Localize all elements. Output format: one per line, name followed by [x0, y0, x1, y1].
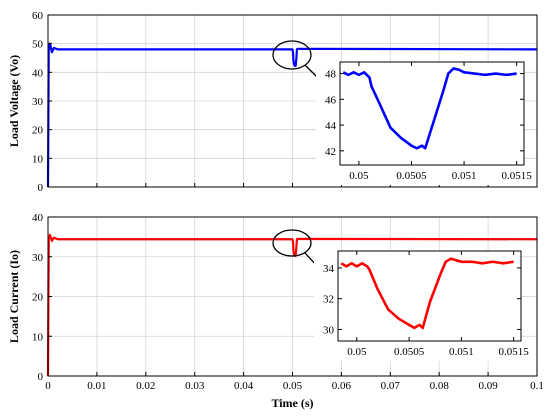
inset-xlabel-bg [316, 165, 530, 185]
inset-series-line [342, 67, 517, 150]
inset-x-tick-label: 0.051 [452, 170, 477, 182]
y-tick-label: 10 [32, 153, 44, 165]
inset-y-tick-label: 44 [325, 120, 337, 132]
inset-series-line [340, 257, 514, 330]
y-tick-label: 30 [32, 96, 44, 108]
x-tick-label: 0.05 [283, 380, 303, 392]
zoom-ellipse [272, 40, 312, 70]
inset-x-tick-label: 0.0515 [499, 346, 530, 358]
inset-x-tick-label: 0.05 [349, 170, 369, 182]
y-tick-label: 40 [32, 67, 44, 79]
y-axis-label: Load Current (Io) [7, 250, 21, 343]
inset-y-tick-label: 42 [325, 146, 336, 158]
inset-ylabel-bg [316, 60, 340, 167]
y-tick-label: 40 [32, 212, 44, 224]
x-tick-label: 0.06 [332, 380, 352, 392]
inset-ylabel-bg [314, 249, 338, 343]
x-tick-label: 0.03 [185, 380, 205, 392]
x-tick-label: 0.1 [530, 380, 544, 392]
inset-y-tick-label: 46 [325, 94, 337, 106]
chart-panel-2: 0 10 20 30 40 0 0.01 0.02 0.03 0.04 0.05 0.06 0.07 0.… [7, 212, 544, 410]
series-line [46, 42, 538, 188]
x-tick-label: 0.01 [87, 380, 106, 392]
inset-y-tick-label: 34 [323, 263, 335, 275]
inset-x-tick-label: 0.0515 [502, 170, 533, 182]
x-tick-label: 0.09 [478, 380, 498, 392]
inset-y-tick-label: 48 [325, 69, 337, 81]
zoom-inset: 0.05 0.0505 0.051 0.0515 42 44 46 48 [316, 60, 532, 185]
zoom-ellipse [272, 229, 312, 257]
chart-panel-1: 0 10 20 30 40 50 60 Load Voltage (Vo) 0.05 0.0505… [7, 10, 538, 194]
x-axis-label: Time (s) [271, 396, 313, 410]
y-tick-label: 60 [32, 10, 44, 22]
y-tick-label: 50 [32, 39, 44, 51]
y-tick-label: 30 [32, 252, 44, 264]
y-tick-label: 0 [38, 371, 44, 383]
y-tick-label: 20 [32, 125, 44, 137]
series-line [46, 233, 538, 377]
inset-xlabel-bg [314, 341, 527, 361]
x-tick-label: 0.02 [136, 380, 155, 392]
inset-frame [339, 61, 525, 166]
y-tick-label: 10 [32, 331, 44, 343]
inset-y-tick-label: 32 [323, 294, 334, 306]
zoom-inset: 0.05 0.0505 0.051 0.0515 30 32 34 [314, 249, 529, 361]
inset-x-tick-label: 0.05 [347, 346, 367, 358]
y-axis-label: Load Voltage (Vo) [7, 55, 21, 147]
inset-frame [337, 250, 522, 342]
x-tick-label: 0.04 [234, 380, 254, 392]
y-tick-label: 0 [38, 182, 44, 194]
x-tick-label: 0.08 [430, 380, 450, 392]
x-tick-label: 0.07 [381, 380, 401, 392]
y-tick-label: 20 [32, 292, 44, 304]
inset-y-tick-label: 30 [323, 324, 335, 336]
inset-x-tick-label: 0.051 [449, 346, 474, 358]
x-tick-label: 0 [45, 380, 51, 392]
inset-x-tick-label: 0.0505 [396, 170, 427, 182]
inset-x-tick-label: 0.0505 [394, 346, 425, 358]
